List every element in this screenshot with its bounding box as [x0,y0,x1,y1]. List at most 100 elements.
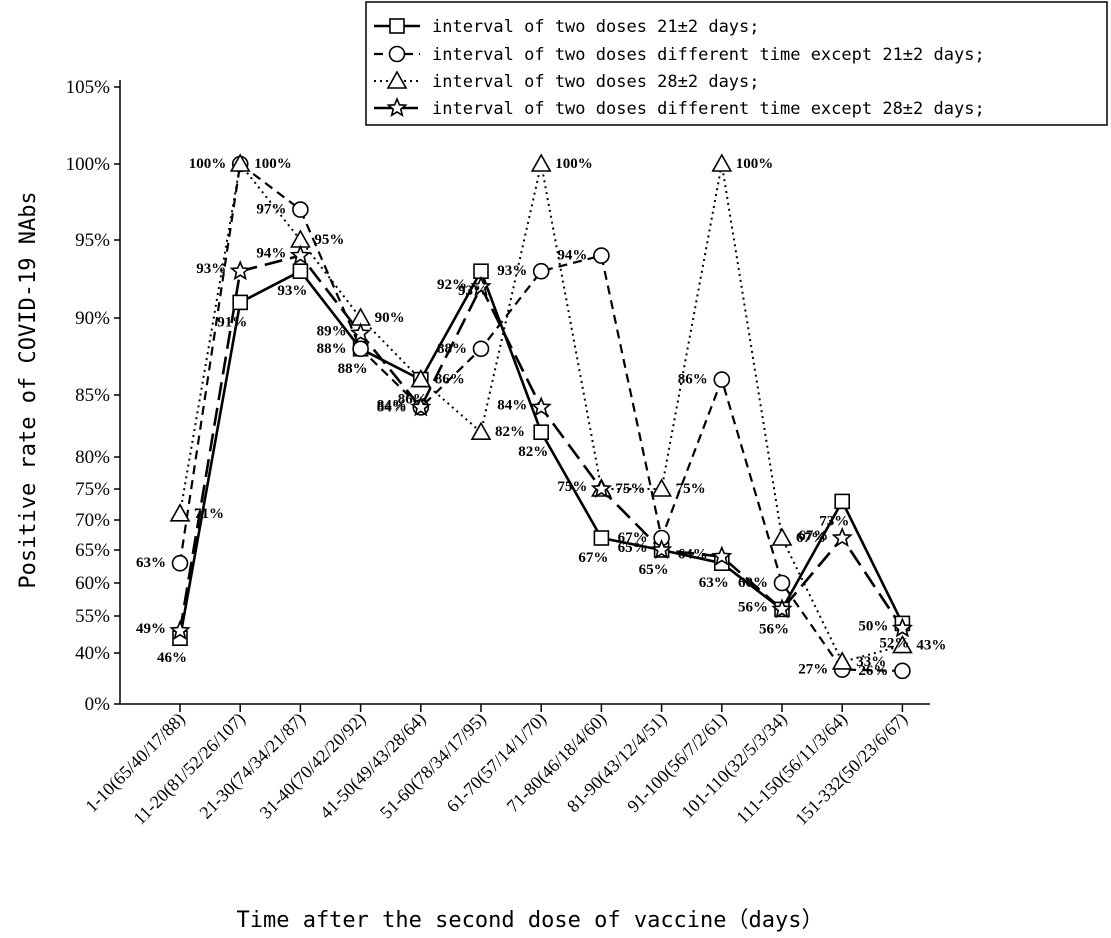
y-tick-label: 105% [66,77,111,98]
circle-marker [593,247,610,264]
data-label: 60% [738,575,768,591]
star-marker [771,598,793,619]
data-label: 93% [196,261,226,277]
triangle-marker [530,153,552,172]
star-marker [229,260,251,281]
circle-marker [532,262,550,280]
data-label: 49% [136,621,166,637]
triangle-marker [410,368,432,388]
legend-label: interval of two doses different time exc… [432,45,985,65]
y-axis-title: Positive rate of COVID-19 NAbs [16,191,41,588]
data-label: 43% [916,638,946,654]
data-label: 92% [437,277,467,293]
data-label: 91% [217,314,247,330]
triangle-marker [470,421,492,441]
y-tick-label: 55% [75,606,110,627]
circle-marker [894,662,911,680]
triangle-marker [831,651,853,670]
legend-label: interval of two doses 28±2 days; [432,72,760,92]
series-markers [169,153,914,680]
x-tick-label: 21-30(74/34/21/87) [195,709,310,824]
data-label: 67% [578,550,608,566]
star-marker [289,244,312,265]
x-axis-title: Time after the second dose of vaccine（da… [236,908,823,933]
data-label: 89% [317,323,347,339]
data-label: 86% [435,372,465,388]
data-label: 88% [338,361,368,377]
data-label: 84% [377,399,407,415]
data-label: 97% [256,202,286,218]
x-tick-label: 11-20(81/52/26/107) [129,709,249,829]
data-label: 82% [518,444,548,460]
x-tick-label: 41-50(49/43/28/64) [316,709,431,824]
series-line-star [178,254,904,632]
data-label: 86% [398,392,428,408]
data-label: 65% [639,562,669,578]
x-tick-label: 31-40(70/42/20/92) [256,709,371,824]
circle-marker [472,340,490,358]
data-label: 64% [678,547,708,563]
axes: 0% 40% 55% 60% 65% 70% 75% 80% 85% 90% 95% 100% 105%… [66,77,930,830]
square-marker [292,263,309,280]
data-label: 26% [858,663,888,679]
square-marker [593,530,610,546]
triangle-marker [169,503,191,522]
data-label: 82% [495,424,525,440]
data-label: 73% [819,513,849,529]
triangle-marker [651,478,672,497]
y-tick-label: 65% [75,540,110,561]
legend-circle-marker [388,45,406,63]
x-tick-label: 51-60(78/34/17/95) [376,709,491,824]
data-label: 50% [858,618,888,634]
legend-label: interval of two doses different time exc… [432,99,985,119]
data-label: 56% [738,599,768,615]
star-marker [169,619,191,640]
circle-marker [713,371,731,388]
x-tick-label: 151-332(50/23/6/67) [791,709,912,830]
star-marker [410,396,432,417]
circle-marker [171,554,189,572]
data-label: 33% [856,654,886,670]
data-label: 100% [555,156,593,172]
triangle-marker [711,153,733,172]
star-marker [530,396,552,417]
circle-marker [352,340,369,358]
data-label: 63% [699,575,729,591]
legend-triangle-marker [386,70,408,89]
data-label: 95% [314,232,344,248]
data-label: 100% [254,156,292,172]
data-label: 67% [796,530,826,546]
star-marker [349,322,372,343]
data-labels: 46% 91% 93% 88% 86% 93% 82% 67% 65% 63% 56% 73% 52% 6… [136,156,946,679]
legend-star-marker [386,96,408,118]
data-label: 52% [879,635,909,651]
data-label: 65% [618,540,648,556]
series-lines [178,162,904,672]
data-label: 94% [256,246,286,262]
star-marker [891,617,914,638]
y-tick-label: 85% [75,385,110,406]
data-label: 75% [676,481,706,497]
data-label: 94% [557,248,587,264]
data-label: 84% [497,397,527,413]
square-marker [232,294,248,311]
star-marker [650,538,673,560]
data-label: 93% [497,263,527,279]
star-marker [470,275,492,296]
data-label: 46% [157,650,187,666]
x-tick-label: 111-150(56/11/3/64) [732,709,851,828]
y-tick-label: 60% [75,573,110,594]
data-label: 67% [798,528,828,544]
data-label: 88% [317,341,347,357]
data-label: 75% [615,481,645,497]
data-label: 86% [678,372,708,388]
circle-marker [773,574,791,592]
legend: interval of two doses 21±2 days; interval… [365,1,1108,126]
square-marker [533,424,550,441]
x-tick-label: 1-10(65/40/17/88) [81,709,189,817]
triangle-marker [229,153,251,172]
data-label: 75% [557,479,587,495]
data-label: 93% [277,283,307,299]
data-label: 90% [375,310,405,326]
y-tick-label: 75% [75,479,110,500]
